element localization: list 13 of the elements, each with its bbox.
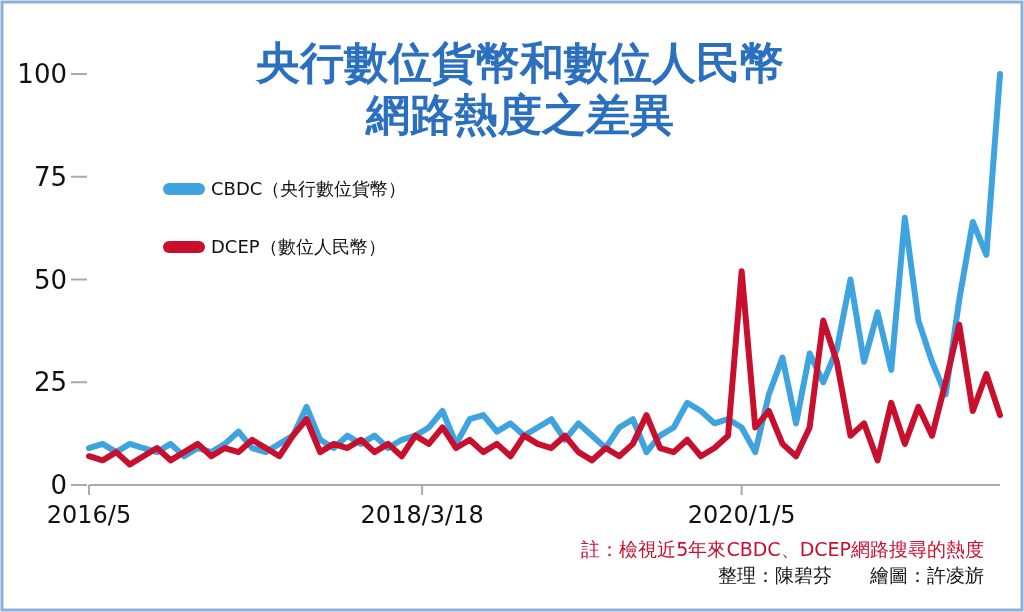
x-tick-label: 2016/5	[46, 501, 132, 529]
legend-label: DCEP（數位人民幣）	[211, 236, 386, 258]
x-tick-label: 2020/1/5	[687, 501, 796, 529]
y-tick-label: 100	[17, 59, 67, 90]
y-tick-label: 75	[33, 161, 67, 192]
text: 整理：陳碧芬 繪圖：許凌旂	[718, 564, 984, 586]
y-tick-label: 50	[33, 264, 67, 295]
chart-title: 央行數位貨幣和數位人民幣網路熱度之差異	[255, 37, 784, 140]
x-tick-label: 2018/3/18	[360, 501, 484, 529]
legend-label: CBDC（央行數位貨幣）	[211, 178, 407, 200]
text: 註：檢視近5年來CBDC、DCEP網路搜尋的熱度	[581, 538, 984, 560]
y-tick-label: 25	[33, 367, 67, 398]
y-tick-label: 0	[50, 470, 67, 501]
